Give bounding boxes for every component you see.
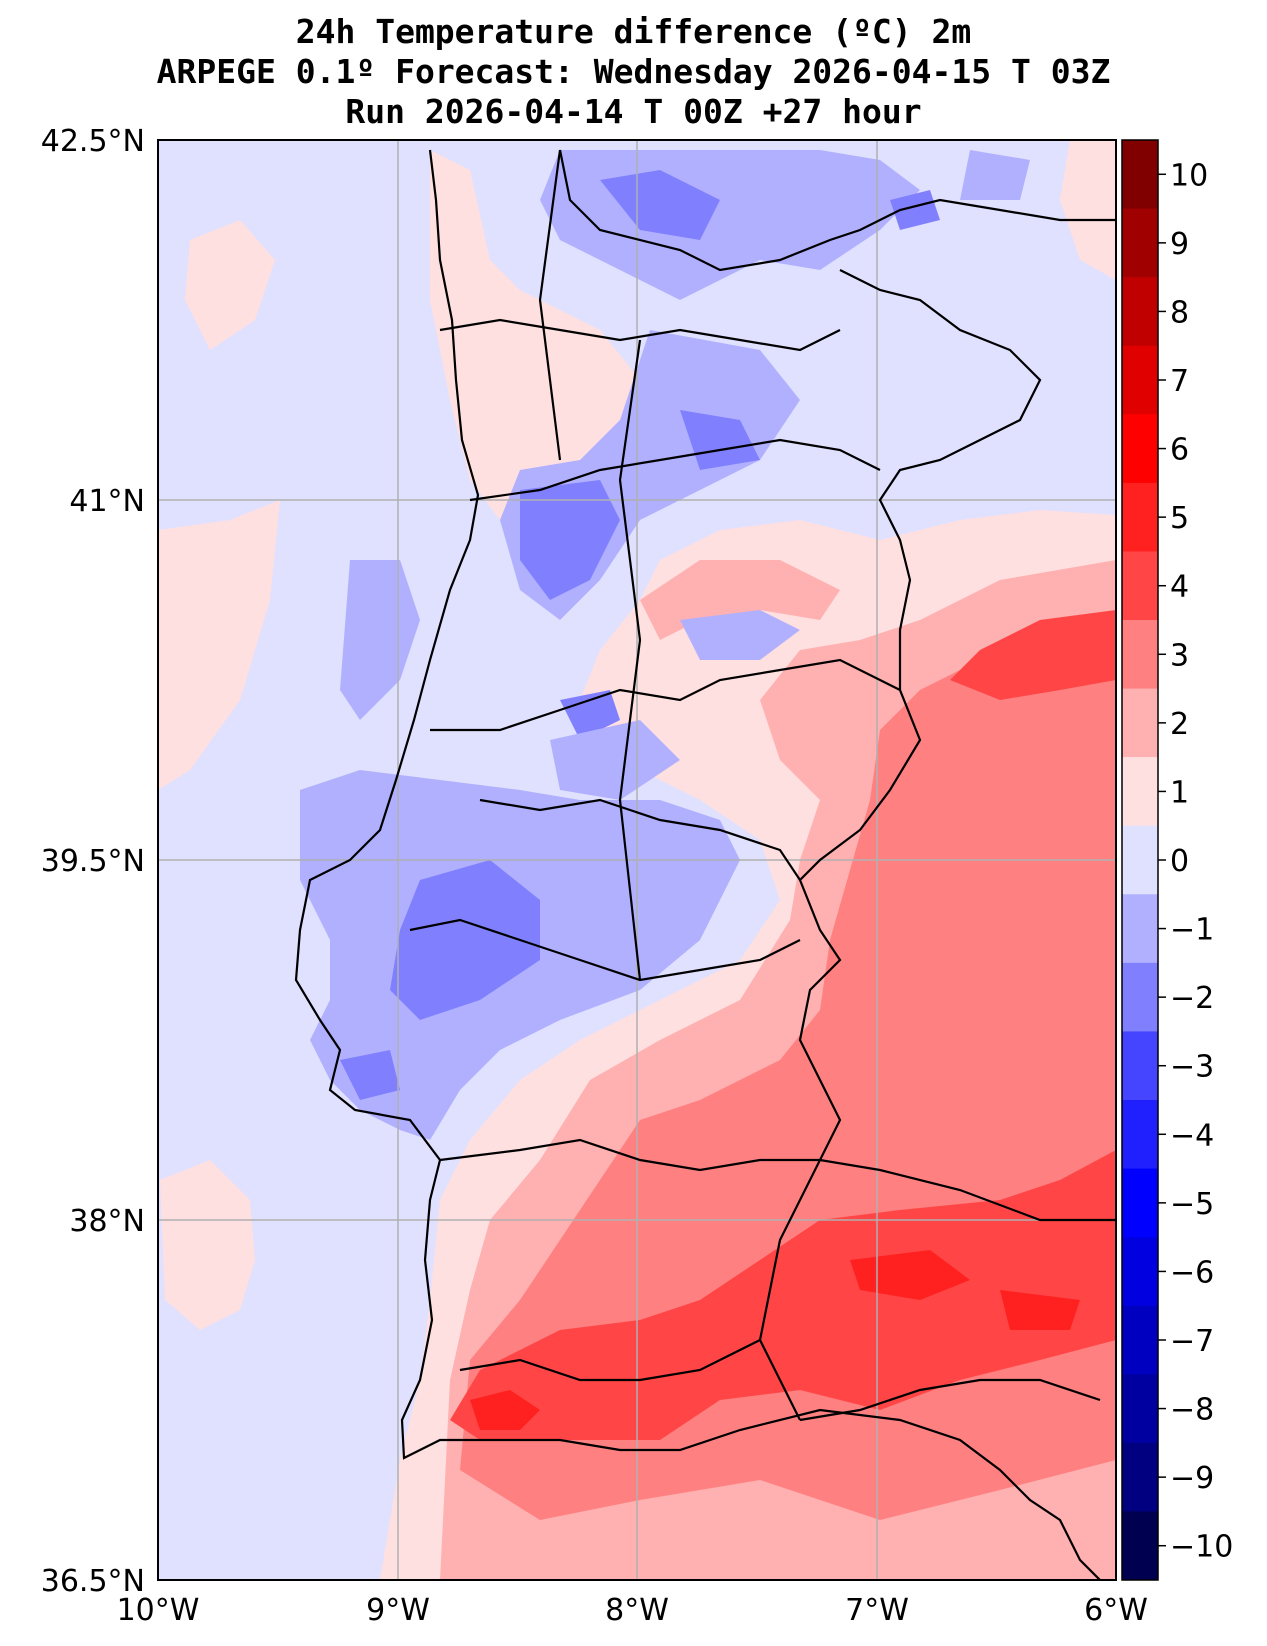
colorbar-label: 10 (1170, 158, 1208, 193)
chart-title-line-1: 24h Temperature difference (ºC) 2m (295, 12, 972, 51)
border-district-3 (430, 658, 901, 732)
colorbar-swatch (1122, 825, 1158, 895)
cold-zone-north-3 (890, 190, 940, 230)
colorbar-label: 4 (1170, 570, 1189, 605)
border-spain-north (558, 149, 1116, 272)
colorbar-swatch (1122, 757, 1158, 827)
colorbar-label: 2 (1170, 707, 1189, 742)
lon-label-10w: 10°W (117, 1593, 200, 1628)
cold-zone-north-2 (600, 170, 720, 240)
colorbar-swatch (1122, 620, 1158, 690)
border-portugal-east (758, 269, 1042, 1421)
colorbar-label: 9 (1170, 227, 1189, 262)
colorbar-swatch (1122, 1237, 1158, 1307)
cold-zone-north-east (960, 150, 1030, 200)
border-district-5 (409, 918, 801, 982)
lon-label-7w: 7°W (845, 1593, 909, 1628)
cold-zone-center-4 (560, 690, 620, 740)
colorbar-swatch (1122, 140, 1158, 210)
colorbar-swatch (1122, 1374, 1158, 1444)
colorbar-swatch (1122, 1442, 1158, 1512)
border-district-4 (479, 798, 801, 881)
cold-zone-center-5 (550, 720, 680, 800)
colorbar-swatch (1122, 688, 1158, 758)
warm-zone-pos4b (850, 1250, 970, 1300)
colorbar-label: 0 (1170, 844, 1189, 879)
colorbar-label: 5 (1170, 501, 1189, 536)
map-frame (157, 139, 1117, 1581)
colorbar-swatch (1122, 482, 1158, 552)
warm-zone-pos4c (1000, 1290, 1080, 1330)
colorbar-label: 6 (1170, 433, 1189, 468)
colorbar-label: −8 (1170, 1393, 1214, 1428)
border-district-9 (538, 149, 562, 461)
colorbar-label: −7 (1170, 1324, 1214, 1359)
colorbar-swatch (1122, 1100, 1158, 1170)
warm-zone-pos3 (450, 1150, 1116, 1440)
colorbar-swatch (1122, 1305, 1158, 1375)
colorbar-swatch (1122, 1031, 1158, 1101)
colorbar-label: 8 (1170, 295, 1189, 330)
colorbar-swatch (1122, 414, 1158, 484)
lon-label-8w: 8°W (605, 1593, 669, 1628)
colorbar-label: −10 (1170, 1530, 1233, 1565)
colorbar-label: −2 (1170, 981, 1214, 1016)
colorbar-swatch (1122, 551, 1158, 621)
lat-label-41: 41°N (69, 484, 145, 519)
lon-labels: 10°W 9°W 8°W 7°W 6°W (117, 1593, 1148, 1628)
warm-patch-offshore-west (158, 500, 280, 790)
border-district-6 (439, 1138, 1116, 1222)
border-district-8 (799, 1378, 1101, 1422)
colorbar-swatch (1122, 1168, 1158, 1238)
colorbar-frame (1121, 139, 1159, 1581)
lat-label-36-5: 36.5°N (41, 1564, 145, 1599)
colorbar-label: 3 (1170, 638, 1189, 673)
cold-zone-center-north-3 (680, 410, 760, 470)
border-district-2 (469, 438, 881, 502)
warm-patch-northeast (1060, 140, 1116, 280)
cold-zone-center-north-2 (520, 480, 620, 600)
colorbar-label: −5 (1170, 1187, 1214, 1222)
chart-title-line-3: Run 2026-04-14 T 00Z +27 hour (345, 92, 922, 131)
colorbar-label: −9 (1170, 1461, 1214, 1496)
colorbar-swatch (1122, 345, 1158, 415)
cold-zone-coast-center (340, 560, 420, 720)
colorbar-swatch (1122, 277, 1158, 347)
lon-label-6w: 6°W (1084, 1593, 1148, 1628)
graticule (158, 140, 1116, 1580)
colorbar-label: −1 (1170, 913, 1214, 948)
cold-zone-center-3 (340, 1050, 400, 1100)
lat-label-38: 38°N (69, 1204, 145, 1239)
lon-label-9w: 9°W (366, 1593, 430, 1628)
colorbar-label: −6 (1170, 1255, 1214, 1290)
coastline (294, 149, 1101, 1580)
colorbar-label: 1 (1170, 775, 1189, 810)
colorbar-swatch (1122, 894, 1158, 964)
warm-patch-offshore-north (185, 220, 275, 350)
border-district-7 (459, 1339, 761, 1382)
lat-label-39-5: 39.5°N (41, 844, 145, 879)
warm-zone-pos4 (470, 1390, 540, 1430)
lat-label-42-5: 42.5°N (41, 124, 145, 159)
colorbar-swatch (1122, 1511, 1158, 1581)
chart-title-line-2: ARPEGE 0.1º Forecast: Wednesday 2026-04-… (156, 52, 1111, 91)
colorbar-swatch (1122, 962, 1158, 1032)
colorbar-label: 7 (1170, 364, 1189, 399)
border-district-10 (618, 339, 642, 981)
lat-labels: 42.5°N 41°N 39.5°N 38°N 36.5°N (41, 124, 145, 1599)
border-district-1 (439, 318, 841, 352)
colorbar-label: −3 (1170, 1050, 1214, 1085)
warm-zone-pos3b (950, 610, 1116, 700)
colorbar-label: −4 (1170, 1118, 1214, 1153)
borders (294, 149, 1116, 1580)
colorbar-swatch (1122, 208, 1158, 278)
cold-zone-inland-1 (680, 610, 800, 660)
cold-zone-center-2 (390, 860, 540, 1020)
warm-patch-offshore-south (160, 1160, 255, 1330)
